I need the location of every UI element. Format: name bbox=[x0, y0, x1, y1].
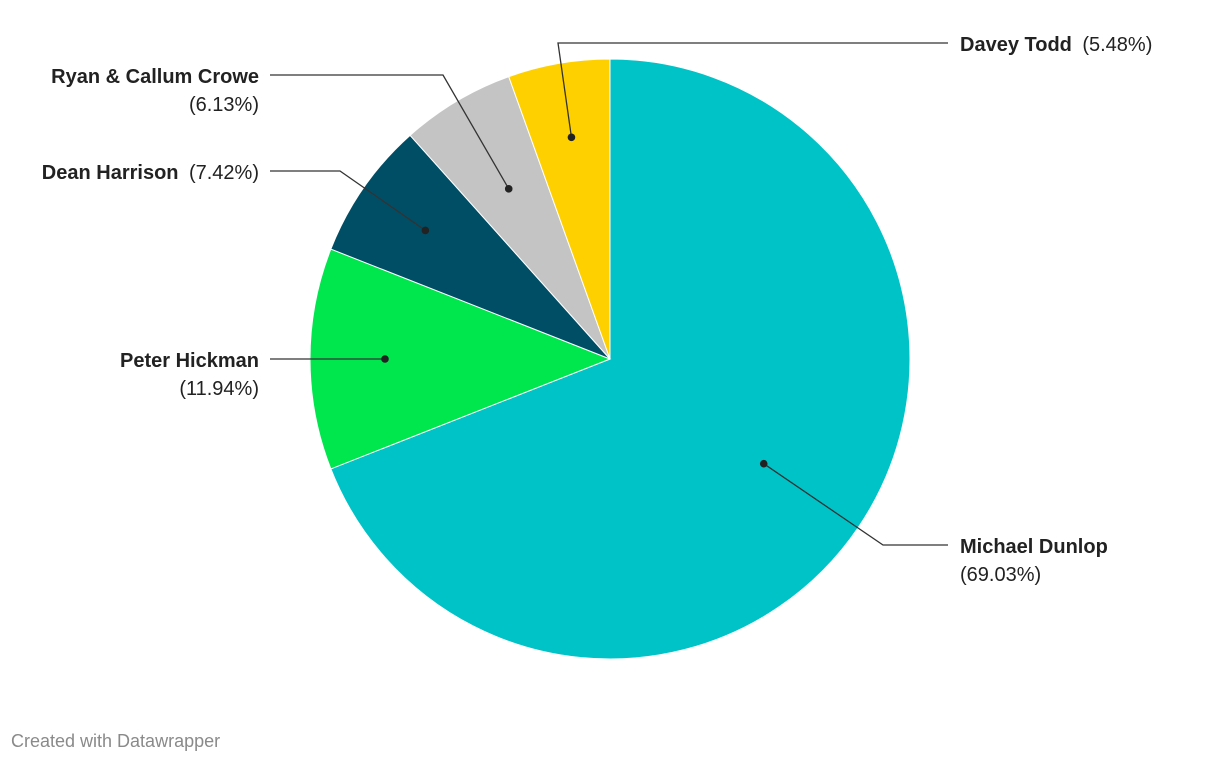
leader-dot-michael-dunlop bbox=[759, 459, 768, 468]
pie-slice-ryan-callum-crowe bbox=[409, 75, 611, 360]
leader-line-dean-harrison bbox=[270, 170, 426, 231]
leader-dot-dean-harrison bbox=[421, 226, 430, 235]
label-davey-todd-pct: (5.48%) bbox=[1082, 34, 1152, 56]
label-davey-todd: Davey Todd (5.48%) bbox=[960, 34, 1152, 56]
label-dean-harrison-name: Dean Harrison bbox=[42, 162, 179, 184]
leader-line-davey-todd bbox=[557, 42, 948, 138]
label-peter-hickman-name: Peter Hickman bbox=[120, 350, 259, 372]
label-dean-harrison: Dean Harrison (7.42%) bbox=[42, 162, 259, 184]
pie-slices bbox=[309, 58, 911, 660]
label-michael-dunlop-name: Michael Dunlop bbox=[960, 536, 1108, 558]
label-crowe: Ryan & Callum Crowe bbox=[51, 66, 259, 88]
label-davey-todd-name: Davey Todd bbox=[960, 34, 1072, 56]
label-crowe-pct: (6.13%) bbox=[189, 94, 259, 116]
leader-dot-davey-todd bbox=[567, 133, 576, 142]
label-crowe-name: Ryan & Callum Crowe bbox=[51, 66, 259, 88]
label-peter-hickman-pct: (11.94%) bbox=[179, 378, 259, 400]
leader-dot-ryan-callum-crowe bbox=[504, 185, 513, 193]
leader-line-michael-dunlop bbox=[763, 463, 948, 546]
label-dean-harrison-pct: (7.42%) bbox=[189, 162, 259, 184]
label-michael-dunlop-pct: (69.03%) bbox=[960, 564, 1041, 586]
pie-slice-davey-todd bbox=[508, 58, 611, 360]
footer-credit: Created with Datawrapper bbox=[11, 731, 221, 751]
leader-dot-peter-hickman bbox=[381, 355, 389, 363]
leader-lines bbox=[270, 42, 948, 546]
label-michael-dunlop: Michael Dunlop bbox=[960, 536, 1108, 558]
label-peter-hickman: Peter Hickman bbox=[120, 350, 259, 372]
leader-line-ryan-callum-crowe bbox=[270, 74, 510, 190]
